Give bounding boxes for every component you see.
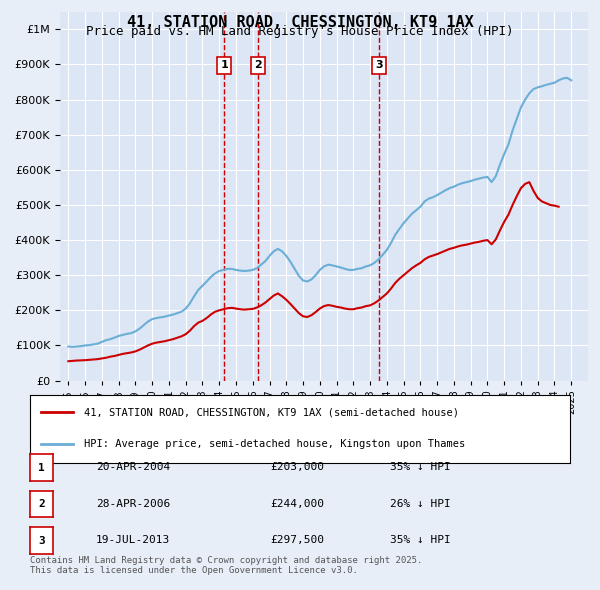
Text: 35% ↓ HPI: 35% ↓ HPI (390, 536, 451, 545)
Text: Price paid vs. HM Land Registry's House Price Index (HPI): Price paid vs. HM Land Registry's House … (86, 25, 514, 38)
Text: 35% ↓ HPI: 35% ↓ HPI (390, 463, 451, 472)
Text: 41, STATION ROAD, CHESSINGTON, KT9 1AX (semi-detached house): 41, STATION ROAD, CHESSINGTON, KT9 1AX (… (84, 407, 459, 417)
Text: 2: 2 (254, 60, 262, 70)
Text: 2: 2 (38, 499, 45, 509)
Text: 1: 1 (38, 463, 45, 473)
Text: Contains HM Land Registry data © Crown copyright and database right 2025.
This d: Contains HM Land Registry data © Crown c… (30, 556, 422, 575)
Text: 3: 3 (376, 60, 383, 70)
Text: 20-APR-2004: 20-APR-2004 (96, 463, 170, 472)
Text: £244,000: £244,000 (270, 499, 324, 509)
Text: 41, STATION ROAD, CHESSINGTON, KT9 1AX: 41, STATION ROAD, CHESSINGTON, KT9 1AX (127, 15, 473, 30)
Text: 19-JUL-2013: 19-JUL-2013 (96, 536, 170, 545)
Text: 26% ↓ HPI: 26% ↓ HPI (390, 499, 451, 509)
Text: £203,000: £203,000 (270, 463, 324, 472)
Text: 1: 1 (220, 60, 228, 70)
Text: 3: 3 (38, 536, 45, 546)
Text: HPI: Average price, semi-detached house, Kingston upon Thames: HPI: Average price, semi-detached house,… (84, 439, 465, 449)
Text: 28-APR-2006: 28-APR-2006 (96, 499, 170, 509)
Text: £297,500: £297,500 (270, 536, 324, 545)
